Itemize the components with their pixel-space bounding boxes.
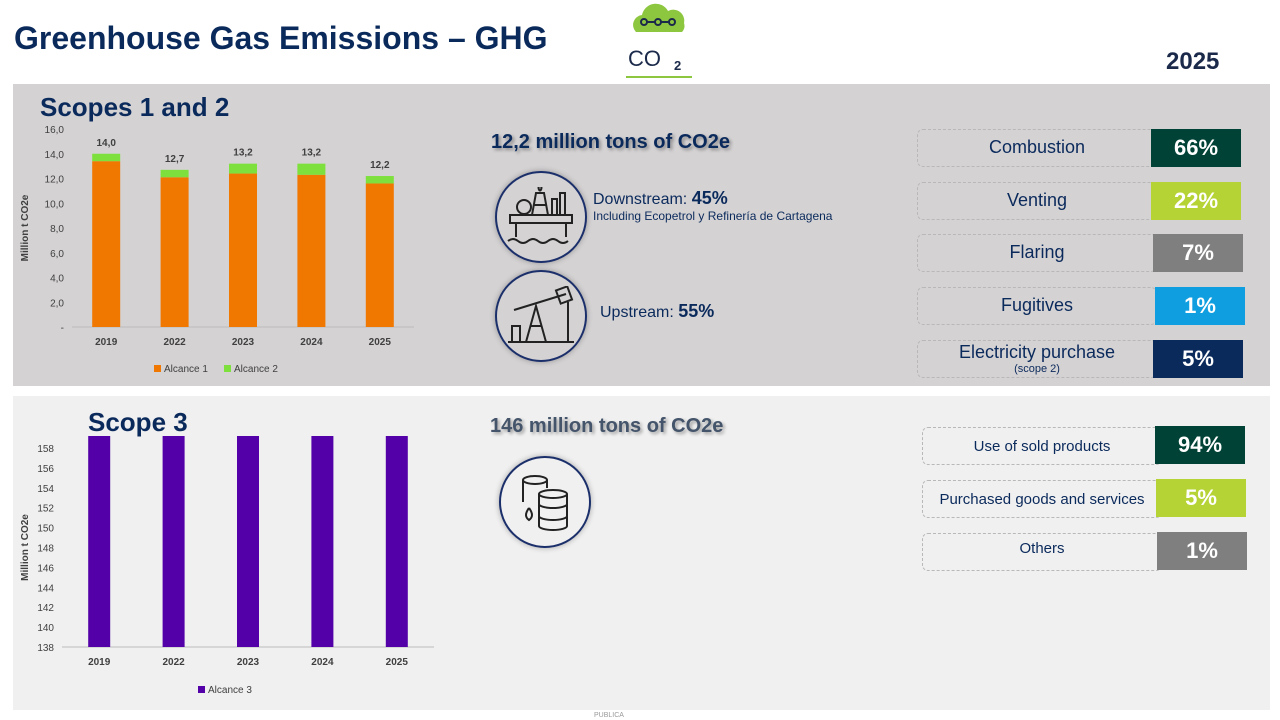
breakdown-row-label: Fugitives <box>917 287 1157 325</box>
co2-cloud-logo: CO 2 <box>624 0 694 80</box>
y-tick-label: 16,0 <box>45 125 65 136</box>
bar-alcance-3 <box>311 436 334 647</box>
x-tick-label: 2024 <box>311 657 334 668</box>
y-axis-label: Million t CO2e <box>20 514 31 581</box>
x-tick-label: 2019 <box>95 337 118 348</box>
bar-alcance-2 <box>92 153 121 162</box>
breakdown-row-value: 22% <box>1151 182 1241 220</box>
bar-alcance-2 <box>229 163 257 174</box>
scope3-total: 146 million tons of CO2e <box>490 415 724 437</box>
downstream-label: Downstream: <box>593 191 692 208</box>
svg-text:CO: CO <box>628 46 661 71</box>
bar-alcance-1 <box>160 177 189 327</box>
x-tick-label: 2019 <box>88 657 111 668</box>
y-tick-label: 2,0 <box>50 298 64 309</box>
upstream-value: 55% <box>678 301 715 321</box>
data-label: 14,0 <box>96 138 116 149</box>
upstream-label: Upstream: <box>600 304 679 321</box>
bar-alcance-2 <box>365 176 394 184</box>
scope3-chart: 138 140 142 144 146 148 150 152 154 156 158 Million… <box>20 436 434 696</box>
y-tick-label: 158 <box>37 444 54 455</box>
legend-label: Alcance 2 <box>234 364 278 375</box>
y-tick-label: 146 <box>37 563 54 574</box>
x-tick-label: 2024 <box>300 337 323 348</box>
scope12-title: Scopes 1 and 2 <box>40 92 230 122</box>
data-label: 12,7 <box>165 154 185 165</box>
y-tick-label: 142 <box>37 603 54 614</box>
report-year: 2025 <box>1166 48 1220 75</box>
page-title: Greenhouse Gas Emissions – GHG <box>14 20 548 56</box>
x-tick-label: 2025 <box>369 337 392 348</box>
scope3-row-value: 94% <box>1155 426 1245 464</box>
data-label: 13,2 <box>302 148 322 159</box>
y-tick-label: 140 <box>37 623 54 634</box>
scope3-row-value: 1% <box>1157 532 1247 570</box>
x-tick-label: 2025 <box>386 657 409 668</box>
x-tick-label: 2023 <box>237 657 260 668</box>
breakdown-row-value: 5% <box>1153 340 1243 378</box>
pumpjack-icon <box>495 270 587 362</box>
scope12-chart: - 2,0 4,0 6,0 8,0 10,0 12,0 14,0 16,0 Million t C… <box>20 125 414 375</box>
legend-swatch <box>154 365 161 372</box>
data-label: 13,2 <box>233 148 253 159</box>
legend-swatch <box>198 686 205 693</box>
bar-alcance-1 <box>365 183 394 327</box>
data-label: 12,2 <box>370 160 390 171</box>
downstream-note: Including Ecopetrol y Refinería de Carta… <box>593 209 833 223</box>
bar-alcance-1 <box>92 161 121 327</box>
y-tick-label: 144 <box>37 583 54 594</box>
bar-alcance-3 <box>237 436 259 647</box>
y-tick-label: 150 <box>37 524 54 535</box>
breakdown-row-label: Venting <box>917 182 1157 220</box>
x-tick-label: 2022 <box>163 337 186 348</box>
y-tick-label: 156 <box>37 464 54 475</box>
y-tick-label: 6,0 <box>50 249 64 260</box>
classification-label: PUBLICA <box>594 712 624 719</box>
y-tick-label: 10,0 <box>45 199 65 210</box>
y-tick-label: 14,0 <box>45 150 65 161</box>
breakdown-row-value: 66% <box>1151 129 1241 167</box>
y-tick-label: 154 <box>37 484 54 495</box>
breakdown-row-label: Combustion <box>917 129 1157 167</box>
legend-swatch <box>224 365 231 372</box>
scope3-row-label: Use of sold products <box>922 427 1162 465</box>
scope12-total: 12,2 million tons of CO2e <box>491 131 730 153</box>
bar-alcance-1 <box>229 173 257 327</box>
breakdown-row-label: Electricity purchase (scope 2) <box>917 340 1157 378</box>
bar-alcance-3 <box>88 436 111 647</box>
scope-3-panel <box>13 396 1270 710</box>
svg-text:2: 2 <box>674 58 681 73</box>
bar-alcance-2 <box>160 169 189 178</box>
scope3-row-value: 5% <box>1156 479 1246 517</box>
bar-alcance-1 <box>297 174 326 327</box>
y-tick-label: 8,0 <box>50 224 64 235</box>
scope3-title: Scope 3 <box>88 407 188 437</box>
x-tick-label: 2023 <box>232 337 255 348</box>
y-tick-label: 152 <box>37 504 54 515</box>
y-tick-label: 138 <box>37 643 54 654</box>
legend-label: Alcance 1 <box>164 364 208 375</box>
y-tick-label: 12,0 <box>45 175 65 186</box>
oil-barrels-icon <box>499 456 591 548</box>
downstream-value: 45% <box>691 188 728 208</box>
y-axis-label: Million t CO2e <box>20 194 31 261</box>
x-tick-label: 2022 <box>162 657 185 668</box>
y-tick-label: 148 <box>37 544 54 555</box>
refinery-icon <box>495 171 587 263</box>
bar-alcance-2 <box>297 163 326 175</box>
scope3-row-label: Purchased goods and services <box>922 480 1162 518</box>
breakdown-row-label: Flaring <box>917 234 1157 272</box>
breakdown-row-value: 7% <box>1153 234 1243 272</box>
bar-alcance-3 <box>385 436 408 647</box>
bar-alcance-3 <box>162 436 185 647</box>
scopes-1-2-panel <box>13 84 1270 386</box>
scope3-row-label: Others <box>922 533 1162 571</box>
legend-label: Alcance 3 <box>208 685 252 696</box>
y-tick-label: 4,0 <box>50 274 64 285</box>
y-tick-label: - <box>61 323 64 334</box>
breakdown-row-value: 1% <box>1155 287 1245 325</box>
